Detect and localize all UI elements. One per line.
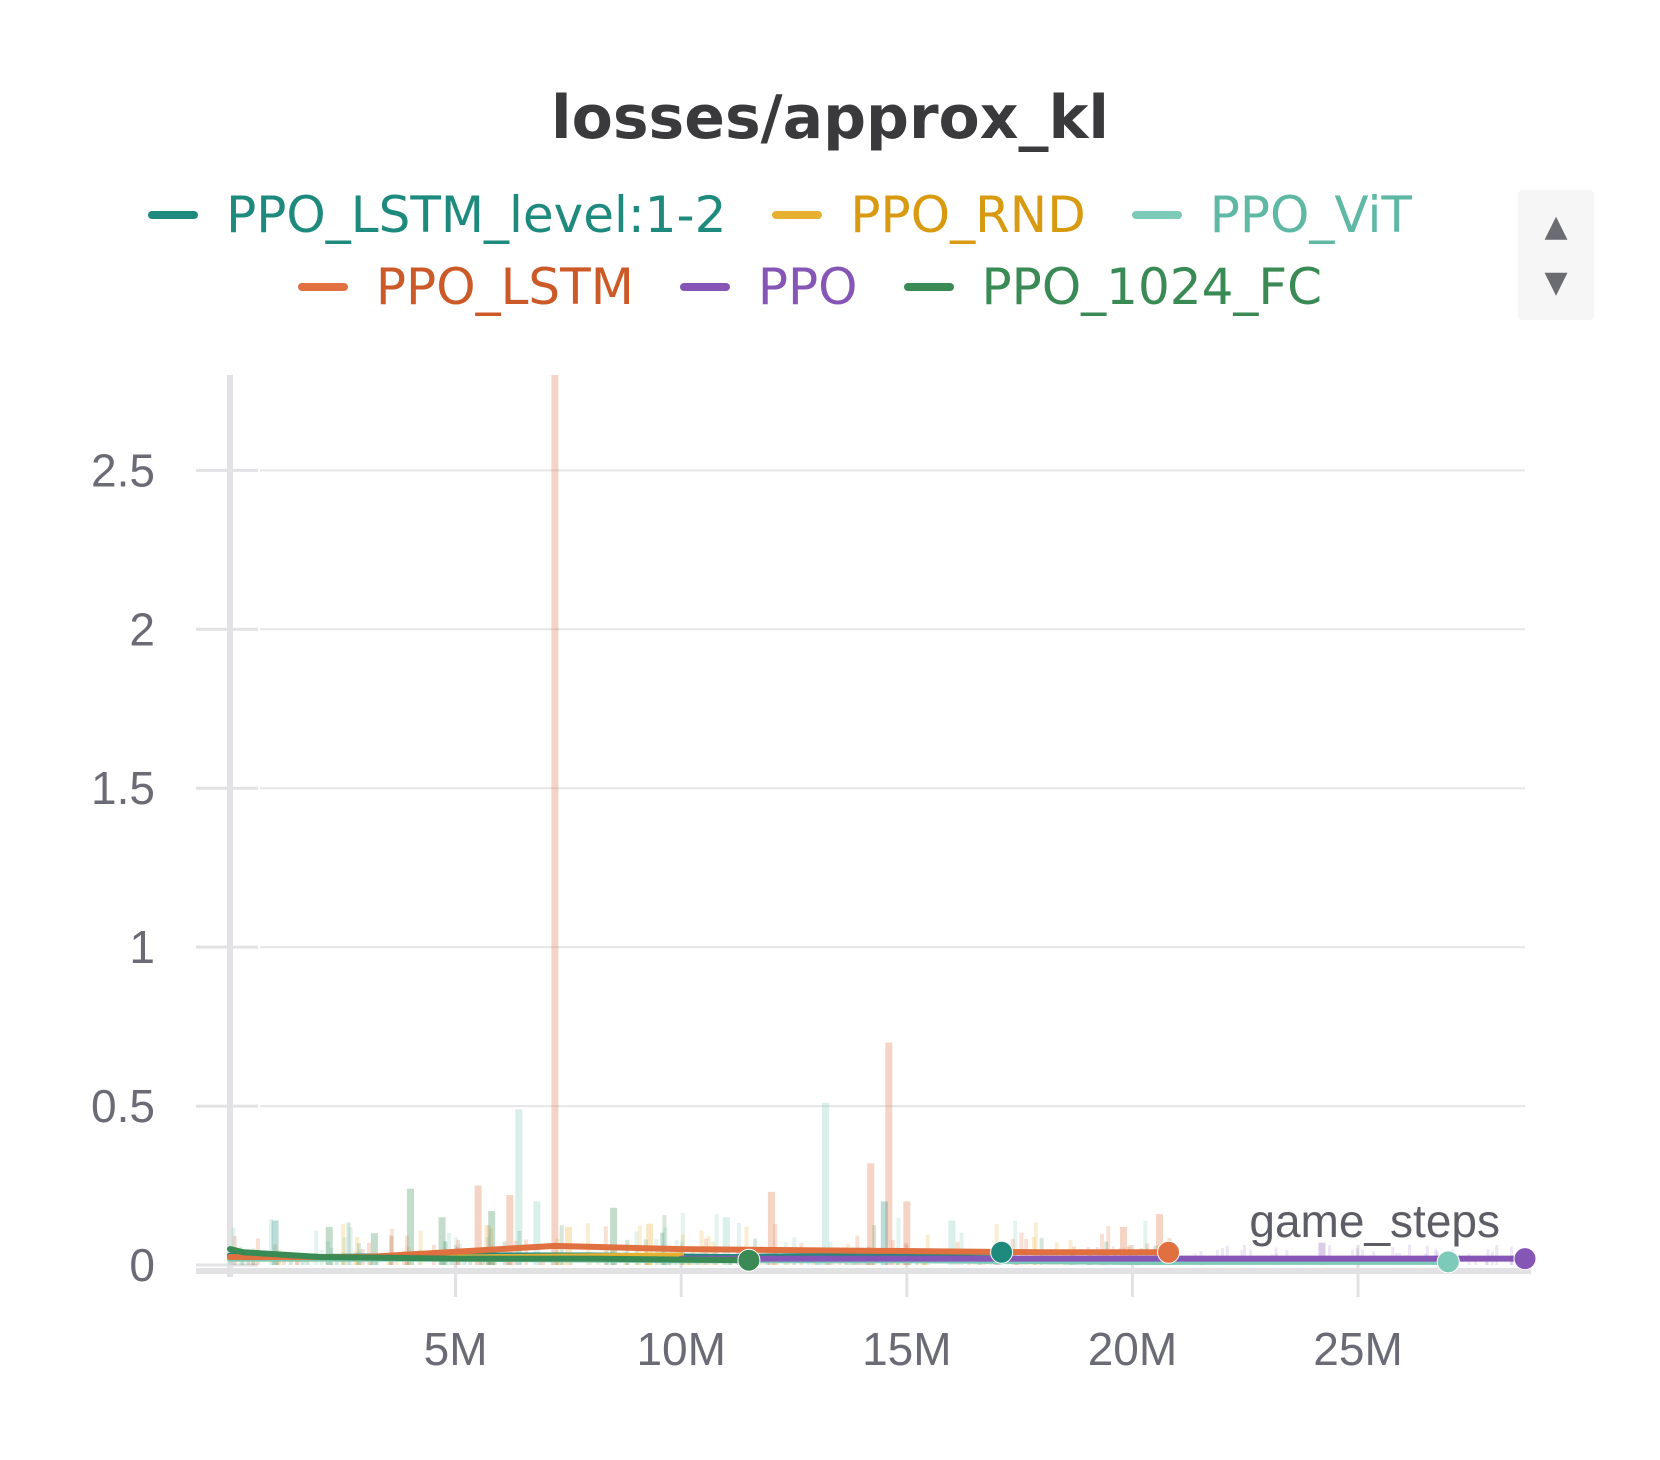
series-end-marker [990, 1240, 1014, 1264]
raw-spike [867, 1163, 875, 1265]
raw-spike [438, 1217, 446, 1265]
series-end-marker [1157, 1240, 1181, 1264]
legend-item-ppo-1024-fc[interactable]: PPO_1024_FC [903, 258, 1323, 316]
raw-spike [406, 1188, 414, 1265]
legend-swatch [148, 211, 199, 219]
raw-spike [903, 1201, 911, 1265]
y-tick-label: 0.5 [91, 1080, 155, 1132]
raw-spike [488, 1210, 496, 1265]
x-tick-label: 10M [636, 1323, 725, 1375]
legend-label: PPO [757, 258, 858, 316]
legend-swatch [297, 283, 348, 291]
raw-spike [1318, 1242, 1326, 1265]
series-end-marker [1513, 1247, 1537, 1271]
series-end-marker [737, 1248, 761, 1272]
legend-scroll-down-button[interactable]: ▼ [1518, 254, 1594, 310]
raw-spike [506, 1195, 514, 1265]
legend-label: PPO_RND [850, 186, 1086, 244]
legend-item-ppo-lstm[interactable]: PPO_LSTM [297, 258, 634, 316]
triangle-up-icon: ▲ [1544, 208, 1568, 244]
raw-spike [880, 1201, 888, 1265]
legend-item-ppo-lstm-level-1-2[interactable]: PPO_LSTM_level:1-2 [148, 190, 726, 240]
raw-spike [370, 1233, 378, 1265]
legend-swatch [679, 283, 730, 291]
raw-spike [551, 375, 559, 1265]
x-tick-label: 15M [862, 1323, 951, 1375]
chart-title: losses/approx_kl [551, 83, 1109, 153]
legend-label: PPO_1024_FC [981, 258, 1323, 316]
series-line [227, 1246, 752, 1264]
raw-spike [271, 1220, 279, 1265]
x-axis-title: game_steps [1249, 1195, 1500, 1247]
legend-scroll-control: ▲ ▼ [1518, 190, 1594, 320]
legend-item-ppo-vit[interactable]: PPO_ViT [1131, 186, 1412, 244]
raw-spike [767, 1191, 775, 1265]
y-tick-label: 1.5 [91, 762, 155, 814]
raw-spike [948, 1220, 956, 1265]
raw-spike [822, 1102, 830, 1265]
raw-spike [533, 1201, 541, 1265]
x-tick-label: 20M [1088, 1323, 1177, 1375]
legend-swatch [903, 283, 954, 291]
x-tick-label: 5M [424, 1323, 488, 1375]
series-end-marker [1436, 1250, 1460, 1274]
raw-spike [1156, 1214, 1164, 1265]
y-tick-label: 2.5 [91, 444, 155, 496]
x-tick-label: 25M [1313, 1323, 1402, 1375]
raw-spike [722, 1217, 730, 1265]
raw-spike [646, 1223, 654, 1265]
y-tick-label: 0 [129, 1239, 155, 1291]
raw-spike [1119, 1226, 1127, 1265]
legend-label: PPO_LSTM [375, 258, 634, 316]
legend-swatch [1131, 211, 1182, 219]
raw-spike [474, 1185, 482, 1265]
raw-spike [885, 1042, 893, 1265]
raw-spike [325, 1226, 333, 1265]
raw-spike [515, 1109, 523, 1265]
triangle-down-icon: ▼ [1544, 264, 1568, 300]
legend-label: PPO_ViT [1209, 186, 1412, 244]
legend-scroll-up-button[interactable]: ▲ [1518, 198, 1594, 254]
legend-label: PPO_LSTM_level:1-2 [226, 186, 727, 244]
y-tick-label: 1 [129, 921, 155, 973]
raw-spike [610, 1207, 618, 1265]
legend-row-2: PPO_LSTM PPO PPO_1024_FC [100, 262, 1520, 312]
legend: PPO_LSTM_level:1-2 PPO_RND PPO_ViT PPO_L… [100, 190, 1520, 330]
legend-item-ppo-rnd[interactable]: PPO_RND [772, 186, 1086, 244]
legend-swatch [772, 211, 823, 219]
legend-row-1: PPO_LSTM_level:1-2 PPO_RND PPO_ViT [70, 190, 1490, 240]
y-tick-label: 2 [129, 603, 155, 655]
legend-item-ppo[interactable]: PPO [679, 258, 858, 316]
